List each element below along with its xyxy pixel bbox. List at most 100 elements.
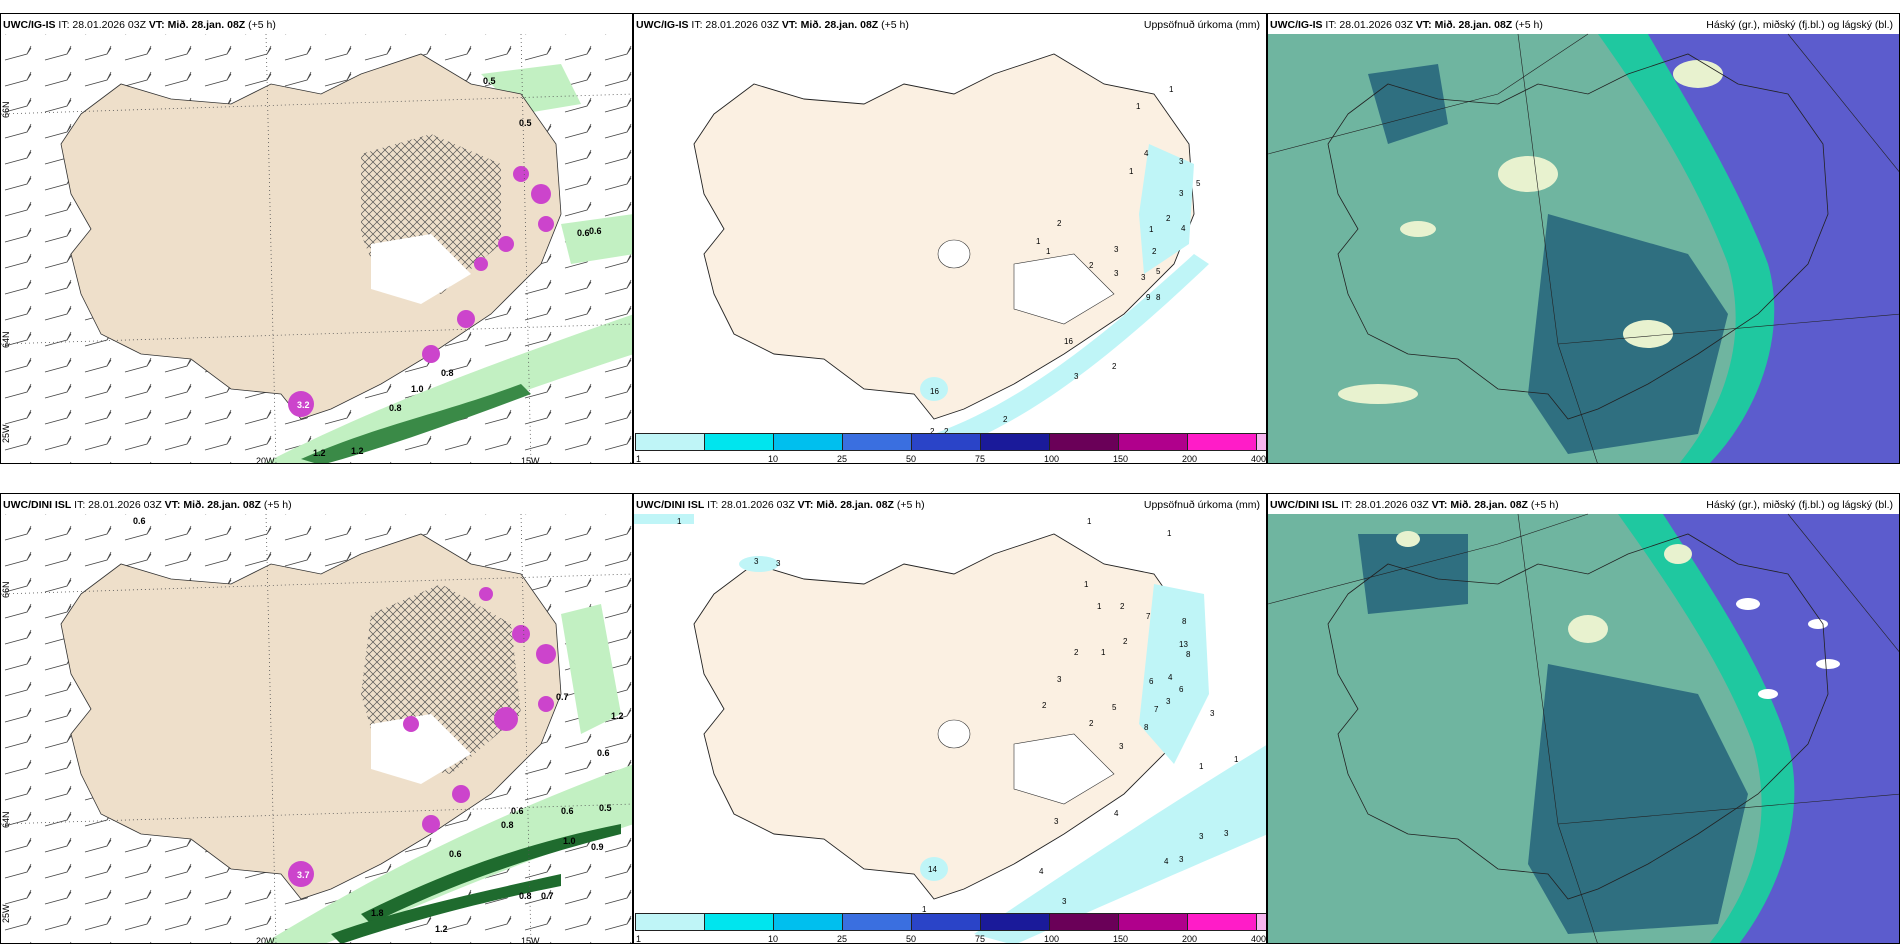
map-top-right bbox=[1268, 33, 1899, 463]
colorbar-label: 150 bbox=[1113, 454, 1129, 464]
colorbar-label: 25 bbox=[837, 454, 848, 464]
precip-value: 3 bbox=[776, 559, 781, 568]
precip-value-labels: 1 1 1 3 3 1 2 7 8 13 8 1 2 1 2 3 2 6 4 6… bbox=[677, 517, 1239, 914]
lon-label-20w: 20W bbox=[256, 456, 275, 464]
colorbar-swatch bbox=[842, 433, 912, 451]
precip-value: 0.8 bbox=[519, 891, 532, 901]
precip-value: 1 bbox=[1046, 247, 1051, 256]
precip-value: 2 bbox=[1112, 362, 1117, 371]
region-borders bbox=[1268, 513, 1899, 943]
precip-value: 1 bbox=[1167, 529, 1172, 538]
precip-band-light bbox=[264, 764, 632, 943]
precip-value: 1 bbox=[1101, 648, 1106, 657]
lead-time: (+5 h) bbox=[263, 499, 292, 511]
vt-prefix: VT: bbox=[781, 19, 798, 31]
colorbar-swatch bbox=[1187, 433, 1257, 451]
colorbar-swatch bbox=[704, 913, 774, 931]
region-borders bbox=[1268, 33, 1899, 463]
low-cloud-field bbox=[1618, 514, 1795, 943]
precip-value: 2 bbox=[944, 427, 949, 436]
precip-shade-east bbox=[920, 144, 1194, 401]
colorbar-swatch bbox=[1118, 913, 1188, 931]
precip-value: 0.6 bbox=[597, 748, 610, 758]
glacier-white bbox=[1013, 253, 1115, 325]
precip-shade-southeast bbox=[974, 745, 1266, 943]
colorbar-label: 400 bbox=[1251, 454, 1267, 464]
precip-value: 13 bbox=[1179, 640, 1188, 649]
map-top-left: 66N 64N 25W 20W 15W 0.5 0.5 0.8 1.0 0.8 … bbox=[1, 33, 632, 464]
colorbar-swatch bbox=[1256, 913, 1266, 931]
precip-value: 3 bbox=[1054, 817, 1059, 826]
precip-band-dark bbox=[361, 824, 621, 924]
valid-time: Mið. 28.jan. 08Z bbox=[816, 499, 894, 511]
lat-label-64n: 64N bbox=[1, 331, 11, 348]
precip-value: 8 bbox=[1182, 617, 1187, 626]
precip-value: 5 bbox=[1196, 179, 1201, 188]
colorbar-swatch bbox=[773, 913, 843, 931]
precip-value: 7 bbox=[1146, 612, 1151, 621]
latlon-gridlines bbox=[1, 513, 632, 943]
precip-band-north bbox=[481, 64, 581, 114]
precip-value: 1 bbox=[1036, 237, 1041, 246]
colorbar-label: 75 bbox=[975, 934, 986, 944]
colorbar-swatch bbox=[635, 433, 705, 451]
precip-band-light bbox=[264, 314, 632, 463]
precip-value: 0.9 bbox=[591, 842, 604, 852]
map-top-mid: 1 1 4 1 3 3 5 2 4 1 2 3 5 3 9 8 2 1 1 2 … bbox=[693, 53, 1209, 444]
low-cloud-field bbox=[1598, 34, 1775, 463]
lead-time: (+5 h) bbox=[1515, 19, 1543, 31]
model-name: UWC/IG-IS bbox=[636, 19, 689, 31]
precip-value: 4 bbox=[1144, 149, 1149, 158]
latlon-gridlines bbox=[1, 33, 632, 463]
panel-header: UWC/DINI ISL IT: 28.01.2026 03Z VT: Mið.… bbox=[1268, 494, 1899, 516]
model-name: UWC/DINI ISL bbox=[3, 499, 72, 511]
precip-colorbar: 1 10 25 50 75 100 150 200 400 bbox=[635, 433, 1266, 463]
panel-header: UWC/IG-IS IT: 28.01.2026 03Z VT: Mið. 28… bbox=[1, 14, 632, 36]
precip-value: 3 bbox=[1074, 372, 1079, 381]
precip-value: 1.8 bbox=[371, 908, 384, 918]
vt-prefix: VT: bbox=[164, 499, 181, 511]
colorbar-label: 100 bbox=[1044, 454, 1060, 464]
precip-shade-southeast bbox=[934, 254, 1209, 444]
colorbar-label: 200 bbox=[1182, 934, 1198, 944]
precip-value: 1 bbox=[1136, 102, 1141, 111]
iceland-landmass bbox=[693, 53, 1195, 420]
init-time: IT: 28.01.2026 03Z bbox=[1325, 19, 1413, 31]
precip-value: 5 bbox=[1156, 267, 1161, 276]
model-name: UWC/DINI ISL bbox=[1270, 499, 1339, 511]
colorbar-label: 200 bbox=[1182, 454, 1198, 464]
lead-time: (+5 h) bbox=[1530, 499, 1559, 511]
precip-band-dark bbox=[301, 384, 531, 463]
precip-value: 4 bbox=[1114, 809, 1119, 818]
precip-value: 0.7 bbox=[541, 891, 554, 901]
mid-cloud-field bbox=[1648, 514, 1899, 943]
precip-value: 1.2 bbox=[351, 446, 364, 456]
precip-value: 5 bbox=[1112, 703, 1117, 712]
precip-value: 2 bbox=[1089, 261, 1094, 270]
colorbar-swatch bbox=[911, 433, 981, 451]
lat-label-66n: 66N bbox=[1, 101, 11, 118]
colorbar-swatch bbox=[842, 913, 912, 931]
precip-value: 0.6 bbox=[577, 228, 590, 238]
precip-shade-northwest bbox=[634, 514, 694, 524]
glacier-white bbox=[1013, 733, 1115, 805]
precip-value: 1.0 bbox=[411, 384, 424, 394]
colorbar-swatch bbox=[1049, 913, 1119, 931]
precip-value: 16 bbox=[930, 387, 939, 396]
precip-colorbar: 1 10 25 50 75 100 150 200 400 bbox=[635, 913, 1266, 943]
lead-time: (+5 h) bbox=[896, 499, 925, 511]
green-precip-bands bbox=[264, 64, 632, 463]
valid-time: Mið. 28.jan. 08Z bbox=[1450, 499, 1528, 511]
precip-value: 1.2 bbox=[611, 711, 624, 721]
precip-value: 8 bbox=[1156, 293, 1161, 302]
precip-value: 4 bbox=[1039, 867, 1044, 876]
precip-value: 2 bbox=[1152, 247, 1157, 256]
panel-bot-right-cloud: UWC/DINI ISL IT: 28.01.2026 03Z VT: Mið.… bbox=[1267, 493, 1900, 944]
precip-shade-east bbox=[739, 556, 1209, 881]
precip-value: 3 bbox=[1199, 832, 1204, 841]
dark-cloud-region bbox=[1528, 664, 1748, 934]
precip-value: 3 bbox=[1179, 855, 1184, 864]
precip-value: 3 bbox=[1210, 709, 1215, 718]
precip-value: 4 bbox=[1164, 857, 1169, 866]
panel-top-right-cloud: UWC/IG-IS IT: 28.01.2026 03Z VT: Mið. 28… bbox=[1267, 13, 1900, 464]
